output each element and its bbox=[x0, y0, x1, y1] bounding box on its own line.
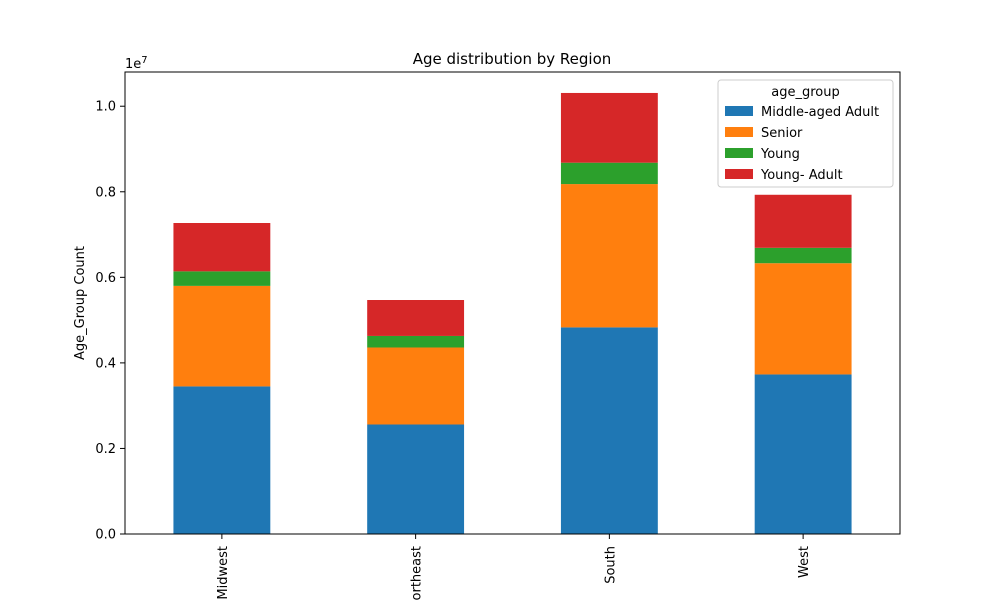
x-tick-label: West bbox=[797, 546, 812, 578]
bar-west-senior bbox=[754, 263, 852, 375]
bar-midwest-young bbox=[173, 271, 271, 286]
y-tick-label: 0.8 bbox=[95, 185, 116, 200]
legend-swatch bbox=[725, 148, 753, 158]
bar-west-middle-aged-adult bbox=[754, 374, 852, 534]
y-tick-label: 0.0 bbox=[95, 528, 116, 543]
legend-box bbox=[717, 79, 894, 188]
y-axis-label: Age_Group Count bbox=[73, 246, 88, 360]
bar-west-young-adult bbox=[754, 194, 852, 248]
y-tick-label: 1.0 bbox=[95, 100, 116, 115]
legend-entry: Young bbox=[760, 147, 800, 162]
y-offset-label: 1e7 bbox=[125, 55, 148, 72]
bar-northeast-middle-aged-adult bbox=[367, 424, 465, 534]
bar-south-young bbox=[560, 162, 658, 185]
plot-frame bbox=[124, 71, 901, 535]
y-tick-label: 0.6 bbox=[95, 271, 116, 286]
legend-title: age_group bbox=[771, 85, 839, 100]
y-tick-label: 0.4 bbox=[95, 356, 116, 371]
bar-northeast-young-adult bbox=[367, 300, 465, 336]
bar-northeast-senior bbox=[367, 347, 465, 425]
axes-layer: Midwest Northeast South West 0.0 0.2 0.4 0.6 0.8… bbox=[95, 71, 901, 600]
bar-midwest-senior bbox=[173, 285, 271, 387]
x-tick-label: South bbox=[603, 546, 618, 584]
x-tick-label: Midwest bbox=[216, 546, 231, 600]
legend-swatch bbox=[725, 127, 753, 137]
bar-south-middle-aged-adult bbox=[560, 327, 658, 534]
legend: age_group Middle-aged Adult Senior Young You… bbox=[717, 79, 894, 188]
bar-midwest-young-adult bbox=[173, 223, 271, 272]
chart-title: Age distribution by Region bbox=[413, 50, 612, 68]
legend-swatch bbox=[725, 106, 753, 116]
legend-entry: Young- Adult bbox=[760, 168, 843, 183]
bars-layer bbox=[173, 92, 852, 534]
bar-south-young-adult bbox=[560, 92, 658, 163]
legend-entry: Middle-aged Adult bbox=[761, 105, 879, 120]
legend-swatch bbox=[725, 169, 753, 179]
bar-south-senior bbox=[560, 184, 658, 328]
x-tick-label: Northeast bbox=[410, 546, 425, 600]
bar-west-young bbox=[754, 247, 852, 264]
y-tick-label: 0.2 bbox=[95, 442, 116, 457]
bar-northeast-young bbox=[367, 335, 465, 348]
bar-midwest-middle-aged-adult bbox=[173, 386, 271, 534]
legend-entry: Senior bbox=[761, 126, 803, 141]
